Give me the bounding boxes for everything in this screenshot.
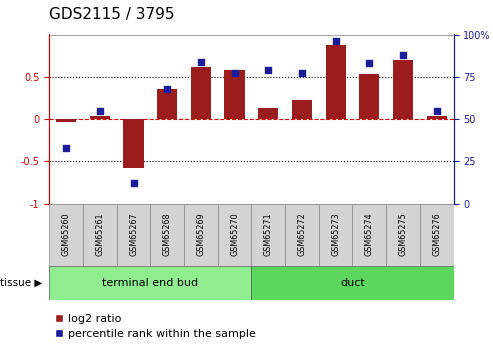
Point bbox=[96, 108, 104, 113]
Text: GSM65267: GSM65267 bbox=[129, 213, 138, 256]
Bar bbox=[420, 204, 454, 266]
Bar bbox=[386, 204, 420, 266]
Text: GSM65272: GSM65272 bbox=[297, 213, 307, 256]
Text: tissue ▶: tissue ▶ bbox=[0, 278, 42, 288]
Bar bbox=[393, 60, 413, 119]
Bar bbox=[359, 74, 380, 119]
Bar bbox=[258, 108, 279, 119]
Bar bbox=[150, 204, 184, 266]
Bar bbox=[285, 204, 319, 266]
Bar bbox=[218, 204, 251, 266]
Point bbox=[197, 59, 205, 64]
Text: GDS2115 / 3795: GDS2115 / 3795 bbox=[49, 7, 175, 22]
Point bbox=[365, 60, 373, 66]
Text: GSM65270: GSM65270 bbox=[230, 213, 239, 256]
Text: GSM65268: GSM65268 bbox=[163, 213, 172, 256]
Point bbox=[399, 52, 407, 58]
Text: GSM65275: GSM65275 bbox=[398, 213, 408, 256]
Text: terminal end bud: terminal end bud bbox=[103, 278, 198, 288]
Text: GSM65269: GSM65269 bbox=[196, 213, 206, 256]
Bar bbox=[352, 204, 386, 266]
Text: GSM65274: GSM65274 bbox=[365, 213, 374, 256]
Bar bbox=[292, 100, 312, 119]
Text: GSM65276: GSM65276 bbox=[432, 213, 441, 256]
Bar bbox=[251, 266, 454, 300]
Text: GSM65261: GSM65261 bbox=[95, 213, 105, 256]
Legend: log2 ratio, percentile rank within the sample: log2 ratio, percentile rank within the s… bbox=[55, 314, 256, 339]
Bar bbox=[224, 70, 245, 119]
Text: GSM65273: GSM65273 bbox=[331, 213, 340, 256]
Bar bbox=[123, 119, 143, 168]
Bar bbox=[49, 204, 83, 266]
Bar bbox=[191, 67, 211, 119]
Point bbox=[62, 145, 70, 150]
Bar bbox=[319, 204, 352, 266]
Bar bbox=[49, 266, 251, 300]
Text: GSM65271: GSM65271 bbox=[264, 213, 273, 256]
Bar bbox=[83, 204, 117, 266]
Point bbox=[231, 71, 239, 76]
Bar bbox=[325, 45, 346, 119]
Point bbox=[163, 86, 171, 91]
Bar bbox=[251, 204, 285, 266]
Bar bbox=[157, 89, 177, 119]
Bar bbox=[184, 204, 218, 266]
Point bbox=[264, 67, 272, 73]
Point bbox=[130, 180, 138, 186]
Text: GSM65260: GSM65260 bbox=[62, 213, 70, 256]
Text: duct: duct bbox=[340, 278, 365, 288]
Bar bbox=[117, 204, 150, 266]
Point bbox=[332, 39, 340, 44]
Bar bbox=[56, 119, 76, 122]
Point bbox=[298, 71, 306, 76]
Bar bbox=[90, 117, 110, 119]
Bar bbox=[426, 117, 447, 119]
Point bbox=[433, 108, 441, 113]
